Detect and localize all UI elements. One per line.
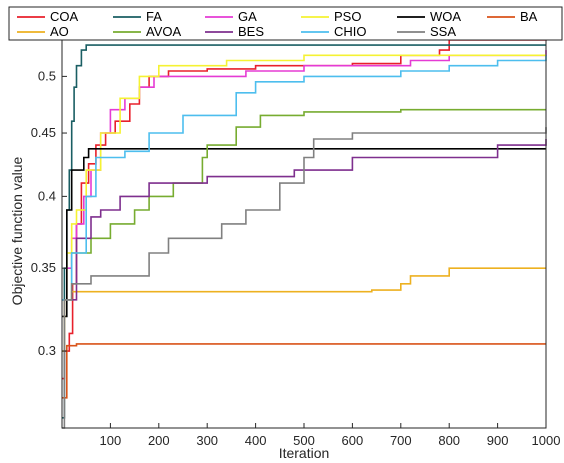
plot-area <box>62 35 546 428</box>
series-line-ba <box>62 343 546 399</box>
y-tick-label: 0.4 <box>38 188 56 203</box>
x-tick-label: 700 <box>390 433 412 448</box>
x-tick-label: 1000 <box>532 433 561 448</box>
series-line-woa <box>62 148 546 318</box>
x-axis-title: Iteration <box>279 445 330 461</box>
y-tick-label: 0.35 <box>31 260 56 275</box>
y-tick-label: 0.5 <box>38 68 56 83</box>
legend-label-avoa: AVOA <box>146 24 181 39</box>
legend-label-coa: COA <box>50 9 79 24</box>
y-tick-label: 0.3 <box>38 343 56 358</box>
y-tick-label: 0.45 <box>31 125 56 140</box>
x-tick-label: 500 <box>293 433 315 448</box>
x-axis-ticks: 100 200 300 400 500 600 700 800 900 1000 <box>100 423 561 448</box>
series-line-pso <box>62 54 546 301</box>
legend-label-chio: CHIO <box>334 24 367 39</box>
x-tick-label: 400 <box>245 433 267 448</box>
legend-label-ba: BA <box>520 9 538 24</box>
x-tick-label: 300 <box>196 433 218 448</box>
y-axis-ticks: 0.3 0.35 0.4 0.45 0.5 <box>31 68 67 358</box>
legend-label-ssa: SSA <box>430 24 456 39</box>
legend-label-pso: PSO <box>334 9 361 24</box>
x-tick-label: 600 <box>342 433 364 448</box>
x-tick-label: 200 <box>148 433 170 448</box>
legend-label-woa: WOA <box>430 9 461 24</box>
legend: COA FA GA PSO WOA BA AO AVOA BES CHIO SSA <box>17 9 538 39</box>
series-line-chio <box>62 55 547 301</box>
x-tick-label: 100 <box>100 433 122 448</box>
x-tick-label: 800 <box>438 433 460 448</box>
series-line-ssa <box>62 127 547 429</box>
legend-box <box>8 6 563 41</box>
x-tick-label: 900 <box>487 433 509 448</box>
legend-label-ao: AO <box>50 24 69 39</box>
y-axis-title: Objective function value <box>9 156 25 305</box>
series-line-bes <box>62 139 547 301</box>
legend-label-ga: GA <box>238 9 257 24</box>
legend-label-bes: BES <box>238 24 264 39</box>
legend-label-fa: FA <box>146 9 162 24</box>
